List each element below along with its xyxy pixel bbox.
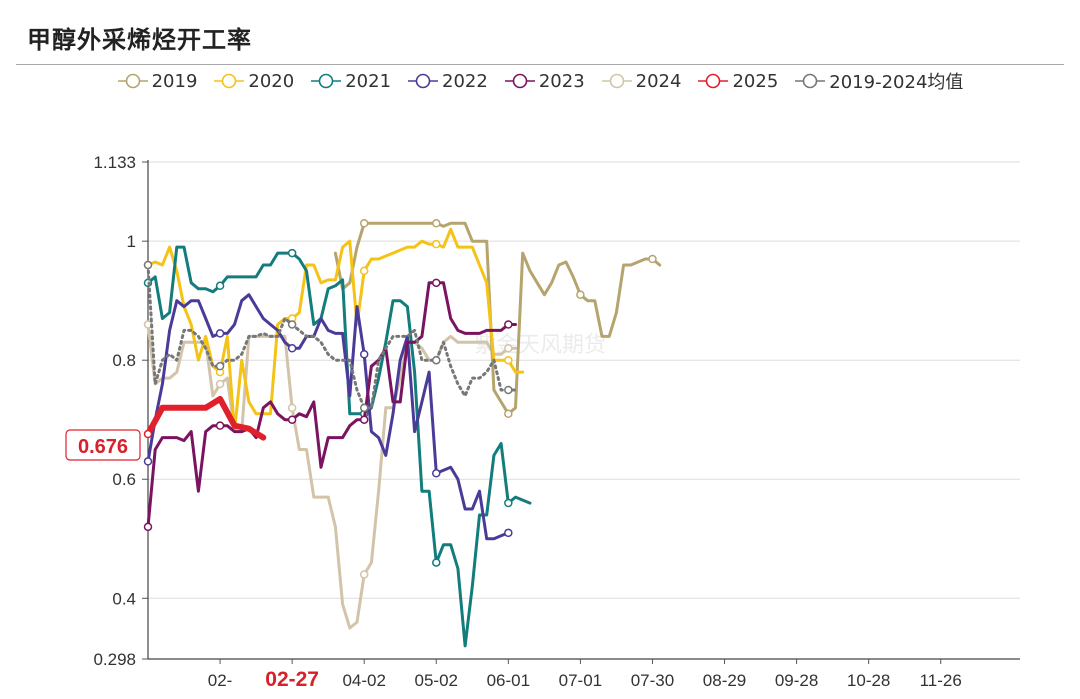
chart-title: 甲醇外采烯烃开工率: [27, 25, 252, 54]
series-line-2019-2024: [146, 263, 517, 410]
data-point-2024: [215, 379, 225, 389]
data-point-2023: [432, 278, 441, 288]
legend-label: 2024: [635, 70, 682, 92]
data-point-2019: [576, 290, 585, 299]
data-point-2020: [432, 239, 441, 249]
data-point-2022: [504, 528, 513, 538]
series-2023: [143, 278, 517, 532]
legend-label: 2019: [151, 70, 198, 92]
y-tick-label: 0.298: [93, 650, 136, 669]
series-line-2025: [145, 395, 267, 441]
series-2020: [143, 227, 525, 434]
title-divider: [16, 64, 1064, 65]
legend-label: 2025: [732, 70, 779, 92]
series-2019-2024: [143, 260, 517, 413]
series-2022: [143, 293, 513, 541]
x-tick-label-02: 02-: [208, 671, 233, 690]
data-point-2024: [504, 344, 513, 353]
data-point-2022: [432, 469, 441, 478]
y-tick-label: 1.133: [93, 153, 136, 172]
data-point-2019-2024: [359, 403, 369, 413]
legend-swatch: [117, 73, 148, 89]
legend-swatch: [698, 73, 729, 89]
data-point-2019: [504, 409, 513, 419]
y-tick-label: 0.6: [112, 470, 136, 489]
data-point-2023: [504, 320, 513, 329]
data-point-2019: [432, 219, 441, 228]
legend-label: 2022: [442, 70, 488, 92]
x-tick-label-04-02: 04-02: [342, 671, 385, 690]
legend-item-2019[interactable]: 2019: [117, 70, 198, 92]
series-line-2020: [146, 227, 525, 434]
data-point-2019-2024: [215, 361, 225, 371]
data-point-2019: [359, 219, 369, 228]
current-value-badge: 0.676: [65, 429, 141, 461]
series-2025: [143, 395, 267, 441]
legend-swatch: [601, 73, 632, 89]
data-point-2022: [359, 350, 369, 359]
data-point-2024: [359, 570, 369, 579]
data-point-2020: [504, 355, 513, 365]
legend-label: 2020: [248, 70, 295, 92]
legend-item-2025[interactable]: 2025: [697, 71, 778, 92]
series-2021: [143, 245, 532, 648]
data-point-2019-2024: [504, 385, 513, 395]
data-point-2023: [215, 421, 225, 430]
y-tick-label: 0.8: [112, 351, 136, 370]
data-point-2022: [215, 329, 225, 338]
legend-item-2020[interactable]: 2020: [213, 71, 294, 92]
series-line-2024: [146, 323, 517, 630]
data-point-2025: [143, 429, 153, 439]
current-value-box: [65, 429, 141, 461]
data-point-2023: [287, 415, 297, 424]
legend-item-2024[interactable]: 2024: [601, 70, 682, 92]
legend-item-2023[interactable]: 2023: [504, 71, 585, 92]
series-2019: [333, 219, 662, 419]
y-tick-label: 1: [127, 232, 136, 251]
x-tick-label-11-26: 11-26: [920, 671, 962, 690]
legend-swatch: [311, 73, 342, 89]
legend-swatch: [214, 73, 245, 89]
data-point-2021: [215, 281, 225, 291]
data-point-2020: [359, 266, 369, 276]
legend-swatch: [504, 73, 535, 89]
series-line-2022: [146, 293, 510, 541]
x-tick-label-07-01: 07-01: [559, 671, 602, 690]
current-value-label: 0.676: [78, 436, 128, 458]
legend-swatch: [795, 73, 826, 89]
chart-legend: 2019 2020 2021 2022 2023 2024 2025 2019-2024均值: [0, 66, 1080, 96]
legend-item-2022[interactable]: 2022: [407, 71, 488, 92]
data-point-2019-2024: [287, 320, 297, 329]
series-line-2023: [146, 281, 517, 529]
data-point-2021: [287, 248, 297, 258]
data-point-2021: [504, 498, 513, 508]
legend-label: 2023: [538, 70, 585, 92]
y-tick-label: 0.4: [112, 589, 136, 608]
data-point-2019-2024: [432, 355, 441, 365]
x-tick-label-09-28: 09-28: [775, 671, 818, 690]
x-tick-label-02-27: 02-27: [265, 668, 319, 691]
data-point-2019-2024: [143, 260, 153, 270]
series-line-2021: [146, 245, 532, 648]
x-tick-label-05-02: 05-02: [415, 671, 458, 690]
data-point-2023: [143, 522, 153, 532]
x-tick-label-06-01: 06-01: [487, 671, 530, 690]
x-tick-label-08-29: 08-29: [703, 671, 746, 690]
data-point-2024: [287, 403, 297, 413]
series-line-2019: [333, 221, 662, 416]
data-point-2021: [432, 558, 441, 567]
legend-swatch: [408, 73, 439, 89]
legend-item-2021[interactable]: 2021: [310, 71, 391, 92]
x-tick-label-07-30: 07-30: [631, 671, 674, 690]
data-point-2022: [287, 344, 297, 353]
data-point-2023: [359, 415, 369, 424]
data-point-2022: [143, 457, 153, 466]
data-point-2019: [648, 254, 657, 264]
legend-item-2019-2024[interactable]: 2019-2024均值: [794, 68, 963, 94]
legend-label: 2021: [345, 70, 392, 92]
legend-label: 2019-2024均值: [829, 72, 964, 93]
x-tick-label-10-28: 10-28: [847, 671, 890, 690]
